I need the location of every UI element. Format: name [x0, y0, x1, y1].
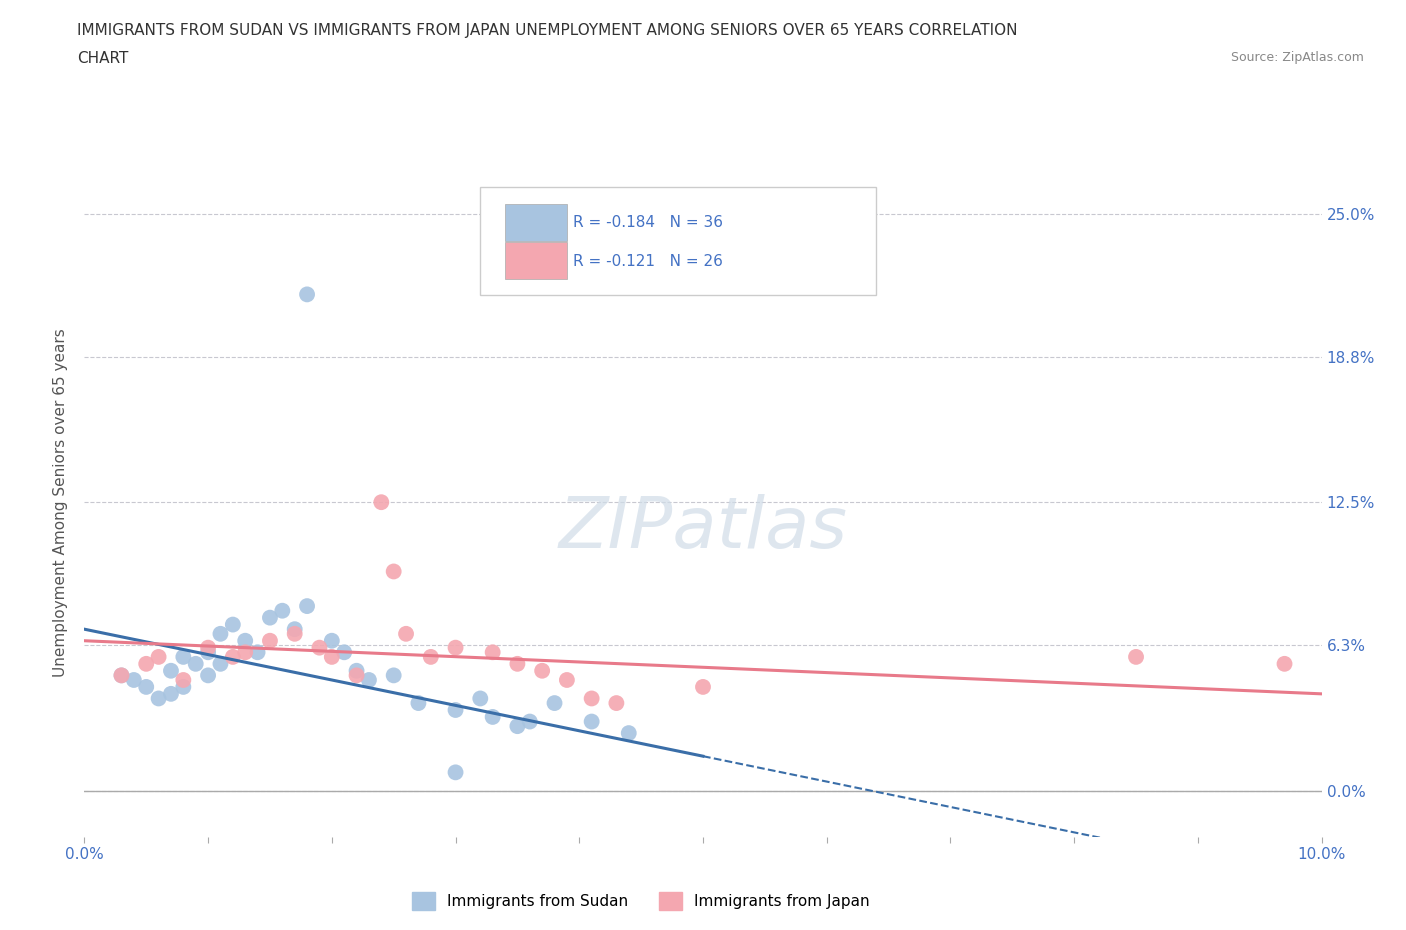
Text: Source: ZipAtlas.com: Source: ZipAtlas.com [1230, 51, 1364, 64]
Point [284, 622, 307, 637]
Point [346, 668, 368, 683]
Point [110, 668, 132, 683]
Point [370, 495, 392, 510]
Point [160, 686, 183, 701]
Point [259, 633, 281, 648]
Point [481, 710, 503, 724]
Point [321, 649, 343, 664]
Point [122, 672, 145, 687]
Point [271, 604, 294, 618]
Point [1274, 657, 1296, 671]
FancyBboxPatch shape [481, 188, 876, 295]
Point [692, 680, 714, 695]
Text: R = -0.121   N = 26: R = -0.121 N = 26 [574, 254, 723, 269]
Point [346, 663, 368, 678]
Point [284, 627, 307, 642]
Point [148, 691, 170, 706]
Point [543, 696, 565, 711]
Point [581, 691, 603, 706]
Point [209, 657, 232, 671]
Point [555, 672, 578, 687]
Point [408, 696, 430, 711]
Point [172, 680, 194, 695]
Point [259, 610, 281, 625]
Point [172, 649, 194, 664]
Point [295, 287, 318, 302]
Text: R = -0.184   N = 36: R = -0.184 N = 36 [574, 215, 723, 230]
Point [197, 668, 219, 683]
Point [197, 644, 219, 659]
Text: ZIPatlas: ZIPatlas [558, 495, 848, 564]
Point [295, 599, 318, 614]
Point [506, 719, 529, 734]
Point [233, 644, 256, 659]
Point [581, 714, 603, 729]
Point [222, 649, 245, 664]
Point [395, 627, 418, 642]
Text: IMMIGRANTS FROM SUDAN VS IMMIGRANTS FROM JAPAN UNEMPLOYMENT AMONG SENIORS OVER 6: IMMIGRANTS FROM SUDAN VS IMMIGRANTS FROM… [77, 23, 1018, 38]
Point [233, 633, 256, 648]
Point [519, 714, 541, 729]
Y-axis label: Unemployment Among Seniors over 65 years: Unemployment Among Seniors over 65 years [53, 328, 69, 677]
Point [308, 640, 330, 655]
Point [333, 644, 356, 659]
Point [246, 644, 269, 659]
Point [148, 649, 170, 664]
Point [382, 564, 405, 578]
Point [481, 644, 503, 659]
Point [382, 668, 405, 683]
Point [444, 640, 467, 655]
Point [209, 627, 232, 642]
FancyBboxPatch shape [505, 205, 567, 241]
Point [357, 672, 380, 687]
FancyBboxPatch shape [505, 243, 567, 279]
Point [197, 640, 219, 655]
Point [184, 657, 207, 671]
Point [160, 663, 183, 678]
Point [617, 725, 640, 740]
Point [135, 680, 157, 695]
Point [419, 649, 441, 664]
Point [135, 657, 157, 671]
Legend: Immigrants from Sudan, Immigrants from Japan: Immigrants from Sudan, Immigrants from J… [406, 885, 876, 916]
Point [506, 657, 529, 671]
Point [444, 764, 467, 779]
Point [470, 691, 492, 706]
Point [1125, 649, 1147, 664]
Point [605, 696, 627, 711]
Point [110, 668, 132, 683]
Point [531, 663, 554, 678]
Text: CHART: CHART [77, 51, 129, 66]
Point [172, 672, 194, 687]
Point [222, 618, 245, 632]
Point [444, 702, 467, 717]
Point [321, 633, 343, 648]
